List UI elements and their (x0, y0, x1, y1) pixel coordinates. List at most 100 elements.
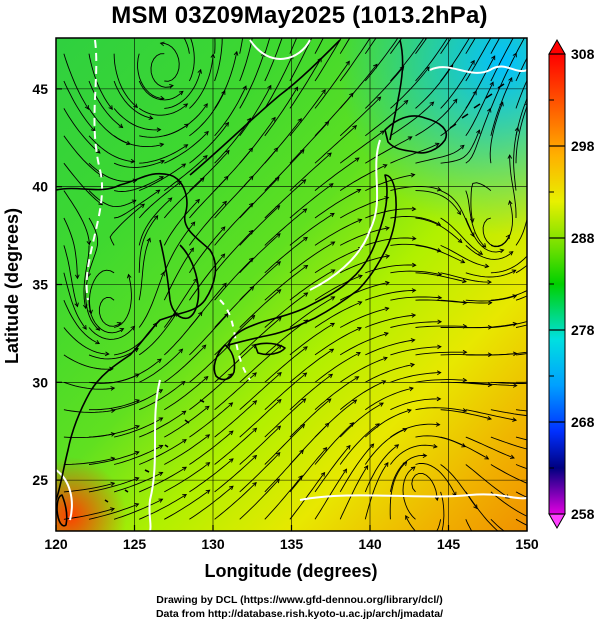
streamline (189, 430, 234, 465)
streamline (389, 454, 427, 492)
streamline-arrow (160, 159, 165, 164)
streamline-arrow (357, 326, 362, 332)
streamline-arrow (302, 372, 308, 377)
streamline (465, 491, 499, 531)
streamline-arrow (328, 373, 334, 379)
colorbar-top-arrow (548, 38, 566, 55)
streamline (390, 38, 403, 54)
streamline-arrow (173, 312, 178, 317)
streamline-arrow (328, 183, 334, 188)
streamline-arrow (252, 427, 258, 433)
streamline (515, 464, 527, 470)
streamline (515, 104, 527, 164)
streamline-arrow (327, 152, 332, 158)
streamline (63, 457, 115, 465)
streamline (390, 423, 440, 438)
streamline (490, 491, 527, 517)
streamline-arrow (491, 55, 496, 61)
streamline (490, 436, 527, 450)
streamline-arrow (301, 179, 307, 184)
streamline (189, 150, 230, 191)
chart-title: MSM 03Z09May2025 (1013.2hPa) (111, 2, 488, 29)
streamline-arrow (104, 351, 110, 357)
streamline-arrow (434, 496, 440, 502)
streamline (138, 80, 184, 101)
streamline-arrow (222, 200, 227, 206)
y-tick-label: 25 (32, 472, 48, 488)
streamline (188, 38, 195, 82)
streamline-arrow (342, 30, 345, 34)
colorbar-label: 258 (571, 506, 595, 522)
streamline-arrow (406, 408, 412, 414)
streamline (339, 164, 387, 191)
streamline (113, 274, 132, 328)
streamline (339, 282, 390, 301)
streamline (214, 51, 238, 109)
streamline (465, 519, 473, 531)
streamline (515, 264, 527, 274)
streamline-arrow (276, 398, 282, 404)
streamline (189, 343, 231, 383)
streamline-arrow (167, 197, 173, 202)
streamline-arrow (507, 154, 513, 159)
streamline-arrow (276, 261, 282, 266)
streamline (63, 108, 101, 154)
streamline-arrow (357, 218, 363, 223)
streamline-arrow (384, 462, 389, 467)
streamline-arrow (75, 274, 80, 280)
streamline-arrow (134, 476, 140, 482)
streamline-arrow (484, 263, 490, 269)
streamline (465, 55, 496, 109)
streamline-arrow (132, 178, 138, 184)
streamline-arrow (561, 535, 565, 539)
streamline (440, 38, 452, 54)
streamline-arrow (183, 144, 189, 149)
streamline (390, 346, 441, 356)
streamline-arrow (436, 370, 442, 376)
streamline (415, 272, 467, 283)
streamline (264, 149, 305, 191)
streamline (415, 38, 449, 82)
streamline-arrow (330, 296, 336, 301)
streamline (490, 518, 505, 531)
streamline-arrow (116, 322, 122, 327)
streamline-arrow (394, 444, 400, 449)
streamline (264, 292, 308, 328)
streamline-arrow (134, 450, 140, 456)
streamline (390, 185, 442, 192)
streamline (63, 508, 115, 520)
colorbar-label: 268 (571, 414, 595, 430)
streamline-arrow (82, 325, 87, 330)
streamline-arrow (159, 142, 165, 148)
x-axis-title: Longitude (degrees) (204, 561, 377, 581)
streamline-arrow (530, 186, 534, 190)
streamline (289, 57, 322, 109)
streamline-arrow (339, 0, 342, 4)
streamline-arrow (204, 405, 210, 411)
streamline (314, 61, 350, 109)
streamline-arrow (229, 485, 234, 491)
streamline-arrow (329, 348, 335, 353)
streamline-arrow (146, 237, 151, 243)
streamline (365, 208, 416, 219)
streamline (264, 346, 308, 383)
streamline-arrow (384, 306, 390, 312)
streamline-arrow (436, 396, 442, 402)
streamline (515, 56, 527, 82)
streamline (490, 53, 517, 109)
streamline (490, 381, 527, 384)
streamline (364, 38, 377, 54)
streamline-arrow (222, 282, 227, 288)
streamline-arrow (156, 127, 162, 132)
streamline (289, 183, 334, 219)
streamline (490, 464, 527, 484)
streamline-arrow (367, 3, 370, 7)
streamline (339, 197, 389, 219)
streamline-arrow (538, 415, 542, 419)
streamline-arrow (178, 90, 184, 96)
y-tick-label: 40 (32, 179, 48, 195)
streamline-arrow (110, 507, 115, 512)
streamline (365, 387, 414, 411)
streamline (214, 400, 257, 438)
streamline (88, 348, 139, 360)
